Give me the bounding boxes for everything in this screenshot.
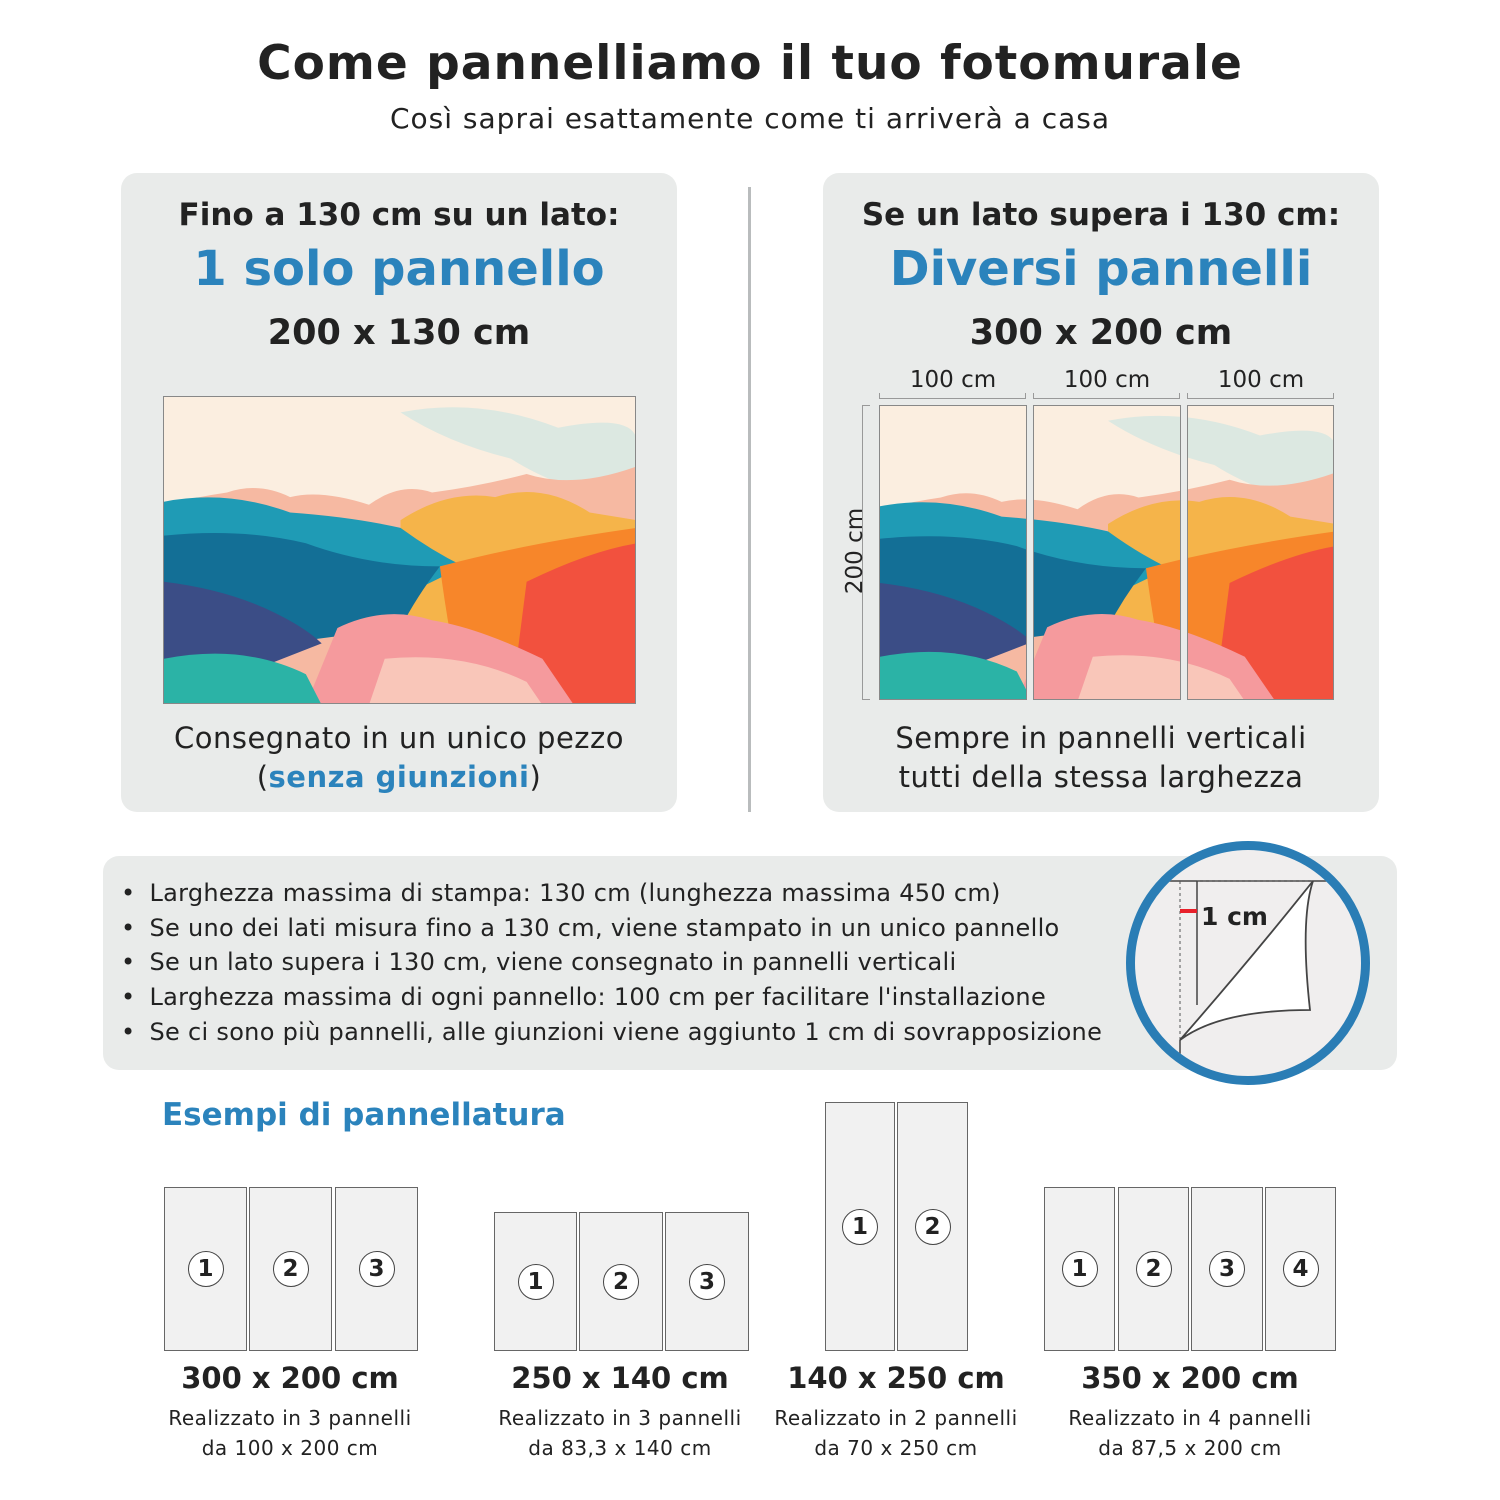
panel-number: 2 bbox=[603, 1263, 639, 1300]
example-panel: 1 bbox=[494, 1212, 577, 1351]
page-subtitle: Così saprai esattamente come ti arriverà… bbox=[389, 102, 1111, 135]
example-description: da 83,3 x 140 cm bbox=[528, 1436, 712, 1460]
headline: Diversi pannelli bbox=[889, 241, 1313, 297]
width-dimension: 100 cm bbox=[1063, 367, 1151, 393]
page-title: Come pannelliamo il tuo fotomurale bbox=[257, 36, 1243, 91]
caption-line: Consegnato in un unico pezzo bbox=[173, 721, 624, 755]
caption-highlight: senza giunzioni bbox=[268, 760, 530, 794]
example-size: 250 x 140 cm bbox=[511, 1361, 729, 1395]
single-panel-card: Fino a 130 cm su un lato: 1 solo pannell… bbox=[121, 173, 677, 812]
example-description: da 100 x 200 cm bbox=[201, 1436, 379, 1460]
width-dimension: 100 cm bbox=[1217, 367, 1305, 393]
example-description: Realizzato in 2 pannelli bbox=[774, 1406, 1018, 1430]
info-bullet: Se ci sono più pannelli, alle giunzioni … bbox=[121, 1015, 1102, 1050]
caption: Sempre in pannelli verticali tutti della… bbox=[823, 719, 1379, 797]
dimension-line bbox=[1033, 393, 1180, 399]
dimension-line bbox=[879, 393, 1026, 399]
panel-number: 2 bbox=[914, 1208, 951, 1245]
dimension-line bbox=[1187, 393, 1334, 399]
panel-number: 3 bbox=[358, 1251, 395, 1287]
example-panel: 1 bbox=[1044, 1187, 1115, 1351]
example-panel: 4 bbox=[1265, 1187, 1336, 1351]
example-description: da 70 x 250 cm bbox=[814, 1436, 978, 1460]
example-panel: 2 bbox=[1118, 1187, 1189, 1351]
panel-number: 2 bbox=[1135, 1251, 1172, 1287]
example-description: Realizzato in 3 pannelli bbox=[168, 1406, 412, 1430]
example-panel: 1 bbox=[825, 1102, 895, 1351]
panel-number: 3 bbox=[1209, 1251, 1245, 1287]
example-size: 300 x 200 cm bbox=[181, 1361, 399, 1395]
example-description: Realizzato in 4 pannelli bbox=[1068, 1406, 1312, 1430]
panel-number: 1 bbox=[1061, 1251, 1098, 1287]
width-dimension: 100 cm bbox=[909, 367, 997, 393]
info-bullet: Larghezza massima di stampa: 130 cm (lun… bbox=[121, 876, 1102, 911]
size-label: 200 x 130 cm bbox=[267, 313, 531, 353]
panel-number: 1 bbox=[517, 1263, 554, 1300]
panel-number: 2 bbox=[272, 1251, 309, 1287]
info-bullet: Se uno dei lati misura fino a 130 cm, vi… bbox=[121, 911, 1102, 946]
panel-number: 1 bbox=[842, 1208, 878, 1245]
example-panel: 3 bbox=[1191, 1187, 1263, 1351]
info-bullet: Larghezza massima di ogni pannello: 100 … bbox=[121, 980, 1102, 1015]
caption-line: tutti della stessa larghezza bbox=[898, 760, 1304, 794]
condition-text: Fino a 130 cm su un lato: bbox=[178, 197, 620, 233]
panel-3 bbox=[1187, 405, 1334, 700]
wallpaper-image bbox=[163, 396, 636, 704]
info-bullet: Se un lato supera i 130 cm, viene conseg… bbox=[121, 945, 1102, 980]
overlap-label: 1 cm bbox=[1201, 902, 1268, 931]
overlap-detail-icon: 1 cm bbox=[1126, 841, 1370, 1085]
info-list: Larghezza massima di stampa: 130 cm (lun… bbox=[121, 876, 1102, 1050]
panel-1 bbox=[879, 405, 1027, 700]
height-dimension: 200 cm bbox=[842, 507, 868, 595]
example-panel: 2 bbox=[897, 1102, 968, 1351]
height-dimension-line bbox=[862, 405, 870, 700]
example-description: da 87,5 x 200 cm bbox=[1098, 1436, 1282, 1460]
panel-number: 4 bbox=[1282, 1251, 1319, 1287]
paren: ( bbox=[256, 760, 269, 794]
headline: 1 solo pannello bbox=[193, 241, 605, 297]
panel-number: 1 bbox=[187, 1251, 224, 1287]
paren: ) bbox=[529, 760, 542, 794]
example-description: Realizzato in 3 pannelli bbox=[498, 1406, 742, 1430]
example-panel: 3 bbox=[665, 1212, 749, 1351]
example-panel: 1 bbox=[164, 1187, 247, 1351]
panel-2 bbox=[1033, 405, 1181, 700]
caption: Consegnato in un unico pezzo (senza giun… bbox=[121, 719, 677, 797]
example-size: 350 x 200 cm bbox=[1081, 1361, 1299, 1395]
examples-title: Esempi di pannellatura bbox=[162, 1097, 566, 1133]
panel-number: 3 bbox=[689, 1263, 725, 1300]
example-panel: 2 bbox=[579, 1212, 663, 1351]
size-label: 300 x 200 cm bbox=[969, 313, 1233, 353]
example-panel: 3 bbox=[335, 1187, 418, 1351]
example-panel: 2 bbox=[249, 1187, 332, 1351]
example-size: 140 x 250 cm bbox=[787, 1361, 1005, 1395]
condition-text: Se un lato supera i 130 cm: bbox=[861, 197, 1341, 233]
divider bbox=[748, 187, 751, 812]
caption-line: Sempre in pannelli verticali bbox=[895, 721, 1307, 755]
